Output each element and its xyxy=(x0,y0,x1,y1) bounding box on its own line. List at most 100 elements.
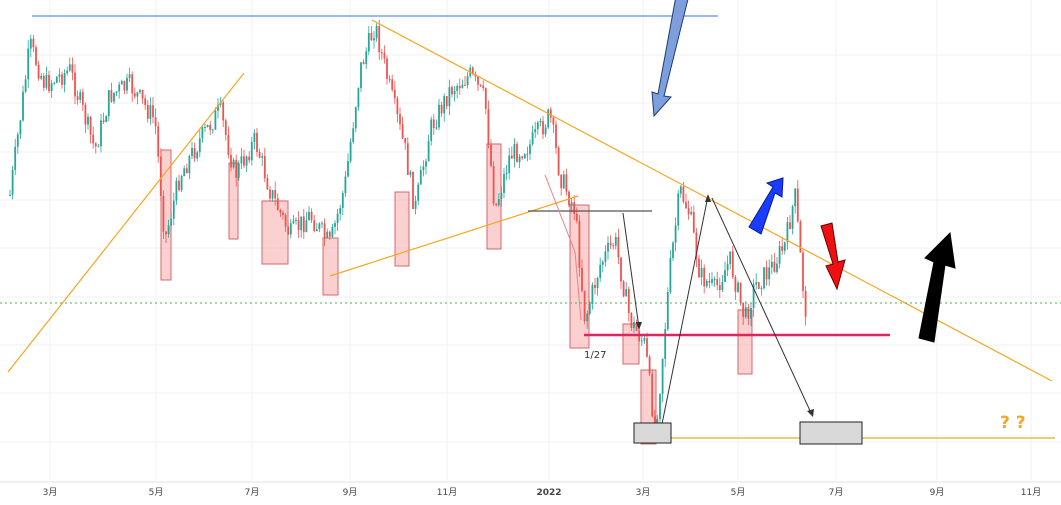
candle-body-27 xyxy=(79,92,82,100)
candle-body-228 xyxy=(601,261,604,265)
x-tick-label-10: 11月 xyxy=(1021,487,1041,498)
candle-body-282 xyxy=(742,302,745,318)
candle-body-37 xyxy=(105,116,108,122)
candle-body-269 xyxy=(708,280,711,283)
candle-body-254 xyxy=(669,258,672,292)
candle-body-227 xyxy=(599,264,602,279)
candle-body-45 xyxy=(126,77,128,91)
candle-body-274 xyxy=(721,281,724,290)
candle-body-140 xyxy=(373,38,375,41)
candle-body-48 xyxy=(133,93,136,97)
candle-body-237 xyxy=(625,289,628,297)
candle-body-115 xyxy=(308,211,310,221)
candle-body-15 xyxy=(48,74,50,92)
candle-body-39 xyxy=(110,90,113,102)
candle-body-153 xyxy=(406,143,409,175)
candle-body-305 xyxy=(802,252,804,291)
x-tick-label-8: 7月 xyxy=(829,487,844,498)
candle-body-18 xyxy=(55,76,58,83)
candle-body-49 xyxy=(136,92,139,97)
candle-body-124 xyxy=(331,226,334,237)
drawings: 1/27 ? ? xyxy=(0,0,1061,445)
candle-body-271 xyxy=(713,279,716,281)
candle-body-25 xyxy=(74,72,76,97)
candle-body-30 xyxy=(87,116,89,125)
candle-body-101 xyxy=(271,190,274,199)
candle-body-38 xyxy=(107,90,110,117)
candle-body-0 xyxy=(9,194,11,196)
candle-body-87 xyxy=(235,159,238,178)
candle-body-198 xyxy=(523,154,526,159)
candle-body-251 xyxy=(661,358,664,395)
candle-body-278 xyxy=(731,251,734,278)
candle-body-304 xyxy=(799,221,802,253)
candle-body-164 xyxy=(435,127,438,129)
candle-body-123 xyxy=(328,231,331,237)
blue-up-arrow xyxy=(748,177,784,235)
candle-body-200 xyxy=(529,144,531,154)
candle-body-183 xyxy=(484,88,487,110)
candle-body-273 xyxy=(718,285,721,290)
middle-rising-trendline xyxy=(329,195,579,277)
candle-body-168 xyxy=(445,96,448,107)
candle-body-74 xyxy=(201,127,204,139)
candle-body-3 xyxy=(16,134,19,147)
candle-body-103 xyxy=(276,198,279,211)
candle-body-96 xyxy=(258,152,261,158)
candle-body-125 xyxy=(334,223,336,227)
candle-body-51 xyxy=(141,89,144,99)
candle-body-40 xyxy=(113,92,115,102)
highlight-box-9 xyxy=(737,309,753,375)
candle-body-246 xyxy=(648,356,651,374)
candle-body-71 xyxy=(193,148,196,159)
lightblue-down-arrow xyxy=(651,0,689,118)
x-tick-label-7: 5月 xyxy=(731,487,746,498)
candle-body-116 xyxy=(310,211,313,221)
candle-body-26 xyxy=(76,96,79,100)
x-tick-label-5: 2022 xyxy=(536,488,561,498)
candle-body-243 xyxy=(640,340,643,342)
candle-body-172 xyxy=(456,85,459,92)
candle-body-299 xyxy=(786,222,789,243)
candle-body-295 xyxy=(776,263,778,272)
candle-body-266 xyxy=(700,267,703,278)
candle-body-122 xyxy=(326,231,329,238)
candle-body-106 xyxy=(284,215,287,227)
candle-body-6 xyxy=(24,79,27,92)
candle-body-245 xyxy=(646,338,648,357)
candle-body-265 xyxy=(698,258,700,278)
candle-body-52 xyxy=(144,98,147,105)
candle-body-235 xyxy=(620,257,622,282)
candle-body-210 xyxy=(555,124,557,148)
x-tick-label-0: 3月 xyxy=(43,487,58,498)
candle-body-14 xyxy=(45,74,48,88)
candle-body-167 xyxy=(443,96,446,114)
candle-body-23 xyxy=(68,64,71,71)
candle-body-113 xyxy=(302,216,305,233)
candle-body-77 xyxy=(209,124,212,131)
candle-body-83 xyxy=(224,120,227,135)
candle-body-136 xyxy=(362,62,365,65)
candle-body-214 xyxy=(565,174,568,192)
candle-body-231 xyxy=(609,242,612,246)
candle-body-78 xyxy=(211,129,214,131)
candle-body-272 xyxy=(716,279,719,286)
candle-body-201 xyxy=(531,132,534,145)
candle-body-226 xyxy=(596,278,599,288)
highlight-box-4 xyxy=(394,191,410,267)
candle-body-56 xyxy=(154,117,157,127)
candle-body-262 xyxy=(690,211,693,215)
candle-body-33 xyxy=(94,143,97,147)
candle-body-31 xyxy=(89,116,92,135)
projection-path xyxy=(622,212,640,329)
candle-body-148 xyxy=(393,89,396,99)
candle-body-111 xyxy=(297,219,300,231)
candle-body-216 xyxy=(570,202,573,206)
candle-body-22 xyxy=(66,70,69,74)
candle-body-163 xyxy=(432,119,435,129)
candle-body-132 xyxy=(352,128,355,142)
candle-body-285 xyxy=(750,307,752,319)
candle-body-157 xyxy=(417,184,420,201)
candle-body-137 xyxy=(365,51,368,65)
pink-projection-2 xyxy=(544,174,576,253)
